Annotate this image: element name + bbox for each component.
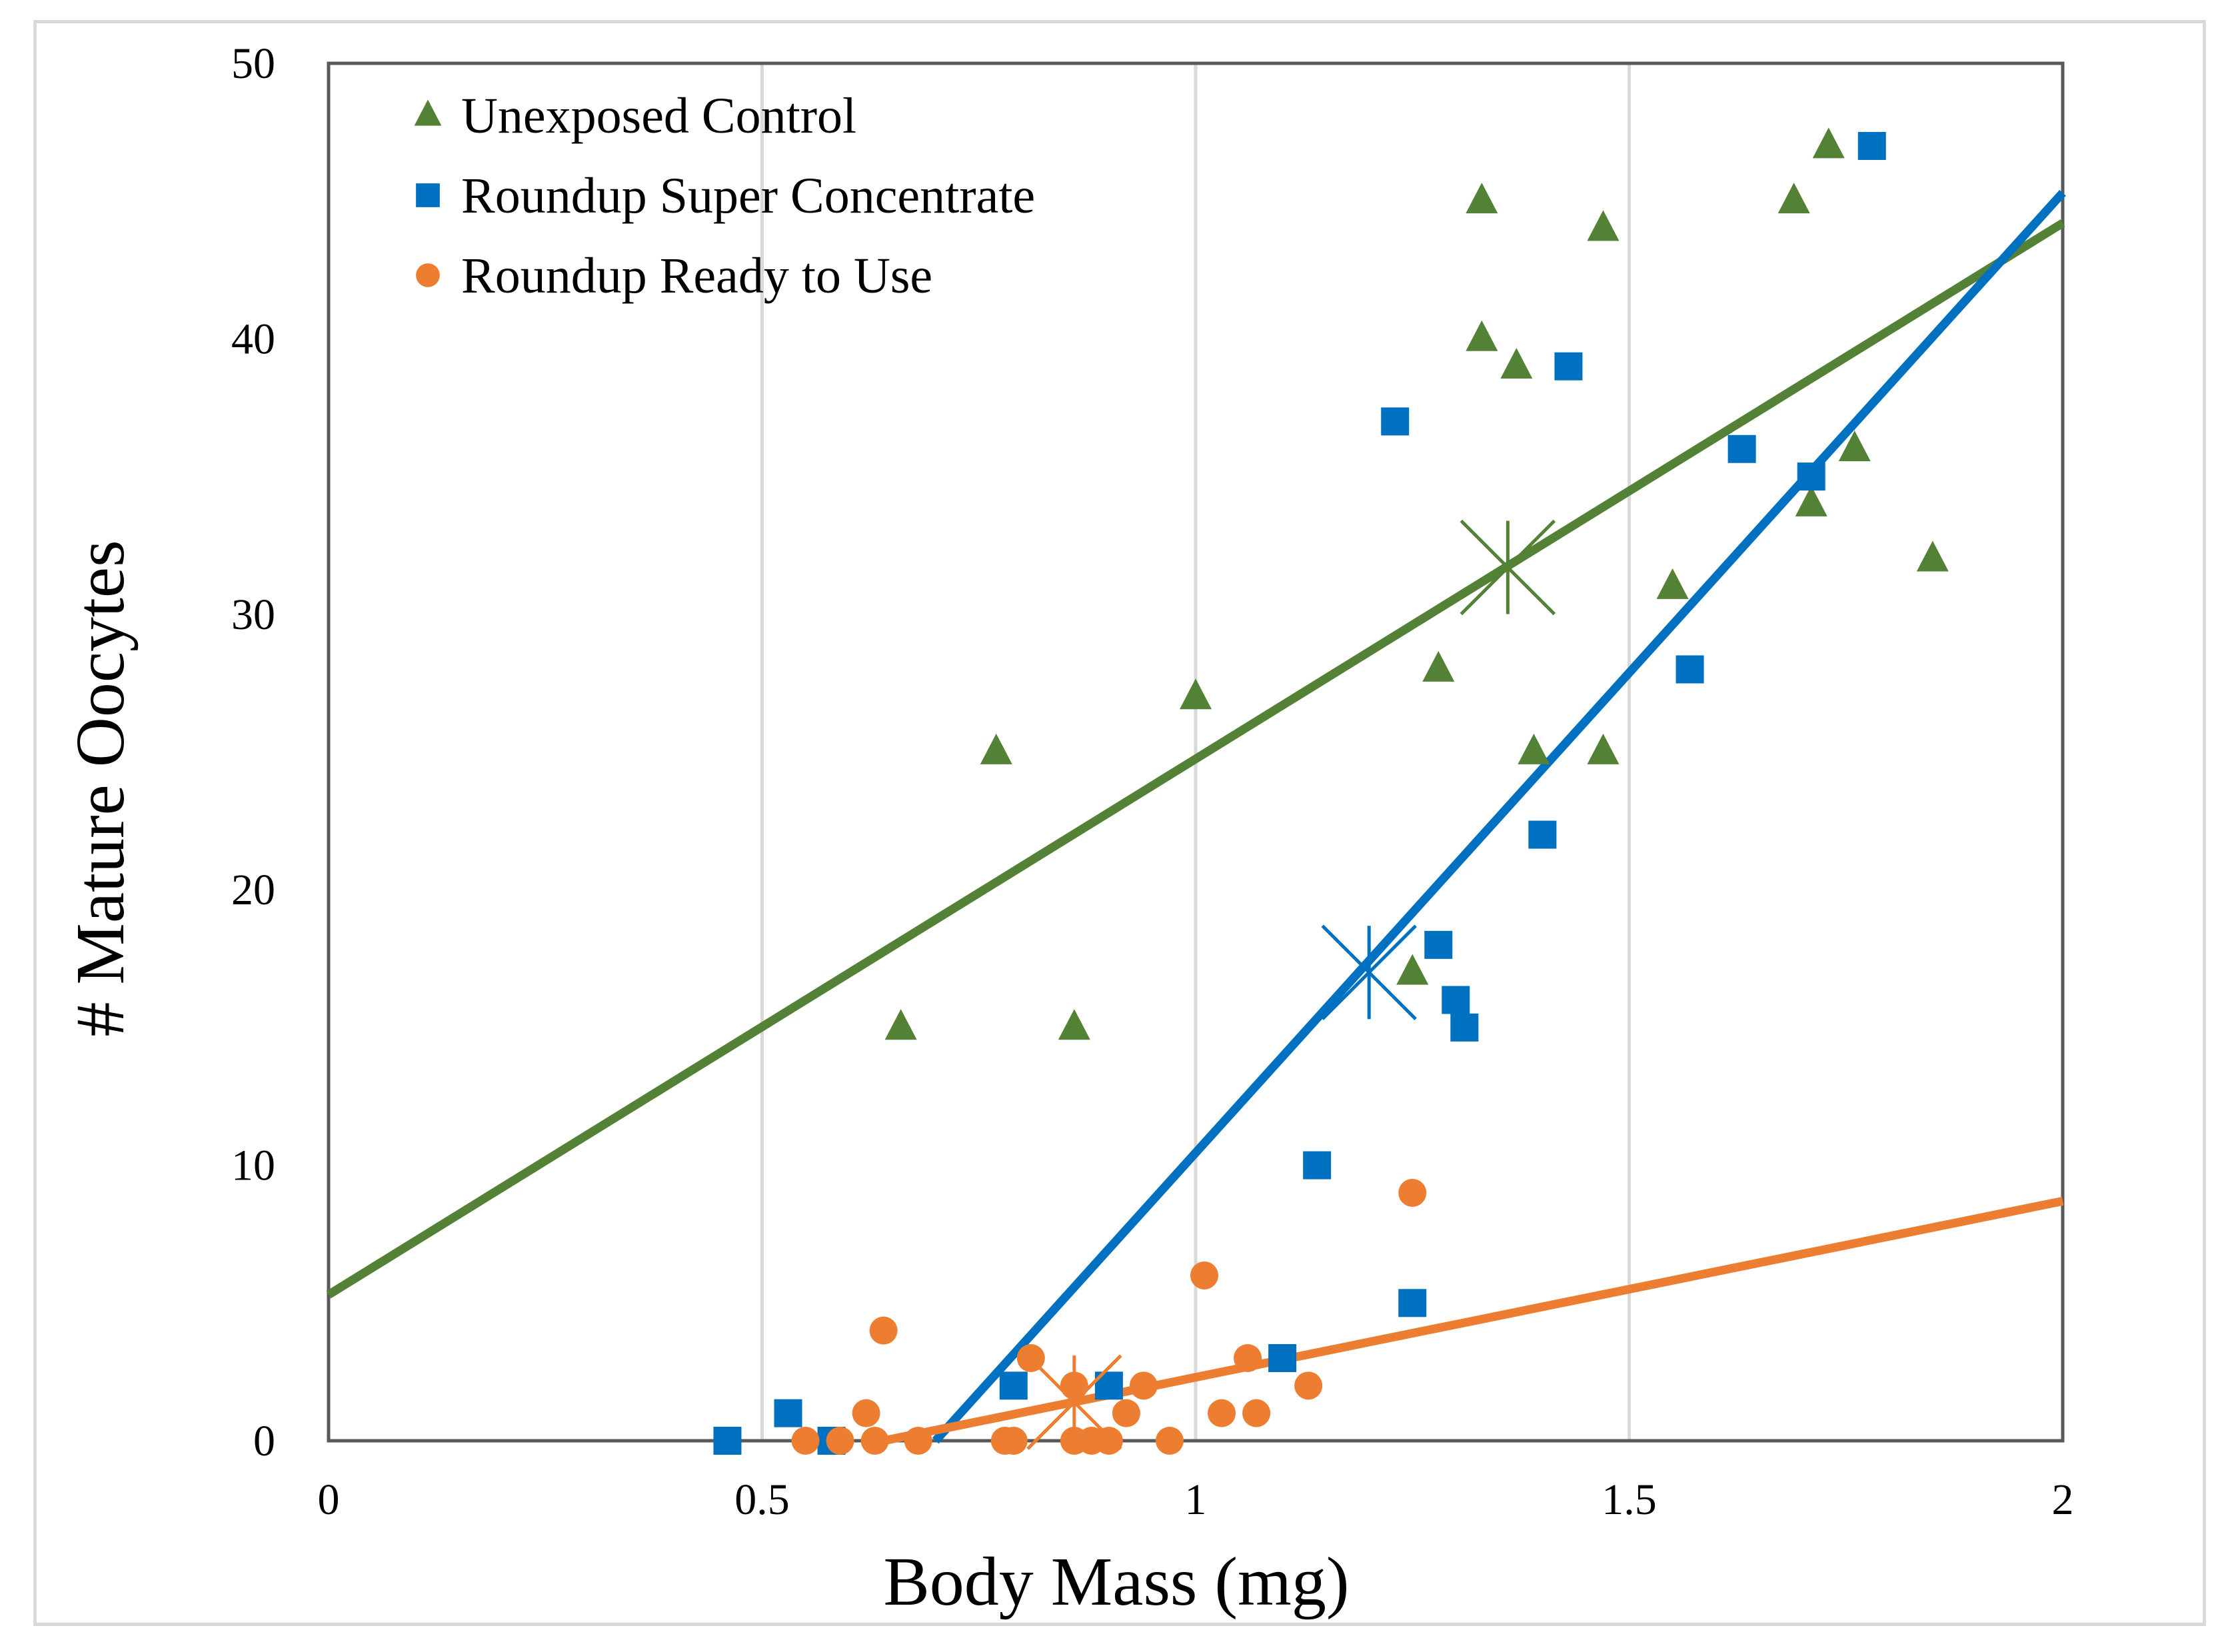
x-tick-label: 0 [318, 1475, 340, 1524]
data-point-roundup-ready-to-use [1155, 1427, 1184, 1455]
trendline-roundup-super-concentrate [932, 189, 2066, 1444]
data-point-unexposed-control [1656, 568, 1689, 599]
data-point-roundup-super-concentrate [1554, 352, 1583, 381]
data-point-unexposed-control [1180, 678, 1212, 710]
x-tick-label: 1.5 [1602, 1475, 1657, 1524]
data-point-roundup-super-concentrate [1303, 1151, 1332, 1180]
data-point-unexposed-control [1795, 485, 1827, 516]
y-tick-label: 0 [253, 1417, 275, 1465]
x-tick-label: 2 [2052, 1475, 2074, 1524]
data-point-unexposed-control [1422, 650, 1455, 682]
data-point-roundup-super-concentrate [1857, 132, 1886, 161]
data-point-roundup-super-concentrate [1797, 462, 1825, 491]
data-point-unexposed-control [1838, 430, 1871, 462]
data-points [713, 127, 1949, 1455]
data-point-unexposed-control [1466, 320, 1498, 351]
data-point-unexposed-control [980, 733, 1012, 764]
data-point-roundup-ready-to-use [1208, 1399, 1236, 1427]
data-point-roundup-super-concentrate [1424, 930, 1453, 959]
trendline-unexposed-control [326, 219, 2065, 1299]
mean-marker-roundup-super-concentrate [1321, 924, 1417, 1020]
data-point-unexposed-control [1587, 733, 1620, 764]
data-point-unexposed-control [1777, 183, 1810, 214]
data-point-roundup-ready-to-use [1234, 1343, 1262, 1372]
data-point-unexposed-control [1500, 348, 1533, 379]
data-point-unexposed-control [884, 1009, 917, 1040]
y-axis-title: # Mature Oocytes [62, 540, 139, 1036]
data-point-roundup-super-concentrate [1268, 1343, 1297, 1372]
data-point-roundup-ready-to-use [826, 1427, 854, 1455]
mean-markers [1026, 519, 1556, 1450]
data-point-roundup-ready-to-use [1094, 1427, 1123, 1455]
x-axis-title: Body Mass (mg) [883, 1543, 1349, 1620]
data-point-roundup-super-concentrate [1528, 820, 1557, 849]
data-point-roundup-ready-to-use [791, 1427, 820, 1455]
data-point-unexposed-control [1518, 733, 1550, 764]
trendline-roundup-ready-to-use [882, 1196, 2064, 1445]
data-point-roundup-super-concentrate [1450, 1013, 1479, 1042]
y-tick-label: 30 [231, 590, 275, 639]
data-point-roundup-super-concentrate [1398, 1289, 1427, 1317]
data-point-roundup-super-concentrate [713, 1427, 742, 1455]
trendlines [326, 189, 2066, 1445]
data-point-roundup-ready-to-use [999, 1427, 1028, 1455]
plot-area-border [327, 61, 2065, 1443]
data-point-roundup-ready-to-use [1398, 1178, 1427, 1207]
data-point-roundup-ready-to-use [1242, 1399, 1271, 1427]
gridlines [760, 63, 1631, 1441]
legend-marker-roundup-ready-to-use [416, 263, 440, 287]
y-tick-label: 20 [231, 866, 275, 914]
data-point-unexposed-control [1587, 210, 1620, 241]
data-point-roundup-ready-to-use [1190, 1261, 1219, 1289]
data-point-roundup-super-concentrate [1727, 434, 1756, 463]
data-point-roundup-super-concentrate [999, 1371, 1028, 1400]
data-point-roundup-ready-to-use [869, 1316, 898, 1345]
legend-label-unexposed-control: Unexposed Control [461, 88, 856, 144]
x-tick-label: 0.5 [734, 1475, 790, 1524]
data-point-roundup-ready-to-use [1129, 1371, 1158, 1400]
legend-label-roundup-ready-to-use: Roundup Ready to Use [461, 248, 932, 304]
data-point-unexposed-control [1466, 183, 1498, 214]
data-point-roundup-super-concentrate [1381, 407, 1410, 436]
data-point-unexposed-control [1916, 540, 1949, 572]
data-point-unexposed-control [1396, 954, 1429, 985]
mean-marker-roundup-ready-to-use [1026, 1354, 1122, 1450]
legend-marker-roundup-super-concentrate [416, 183, 440, 207]
data-point-roundup-ready-to-use [1294, 1371, 1323, 1400]
legend-marker-unexposed-control [414, 99, 442, 126]
y-tick-label: 50 [231, 39, 275, 88]
y-tick-label: 40 [231, 315, 275, 363]
data-point-roundup-super-concentrate [774, 1399, 802, 1427]
data-point-unexposed-control [1812, 127, 1845, 159]
legend: Unexposed Control Roundup Super Concentra… [414, 88, 1035, 304]
data-point-roundup-ready-to-use [852, 1399, 880, 1427]
data-point-roundup-ready-to-use [1112, 1399, 1140, 1427]
data-point-roundup-ready-to-use [860, 1427, 889, 1455]
data-point-unexposed-control [1058, 1009, 1090, 1040]
data-point-roundup-ready-to-use [904, 1427, 932, 1455]
mean-marker-unexposed-control [1460, 519, 1556, 616]
legend-label-roundup-super-concentrate: Roundup Super Concentrate [461, 168, 1035, 224]
plot-axes [327, 61, 2065, 1443]
data-point-roundup-super-concentrate [1675, 655, 1704, 684]
data-point-roundup-super-concentrate [1442, 986, 1470, 1014]
x-tick-label: 1 [1185, 1475, 1207, 1524]
y-tick-label: 10 [231, 1142, 275, 1190]
